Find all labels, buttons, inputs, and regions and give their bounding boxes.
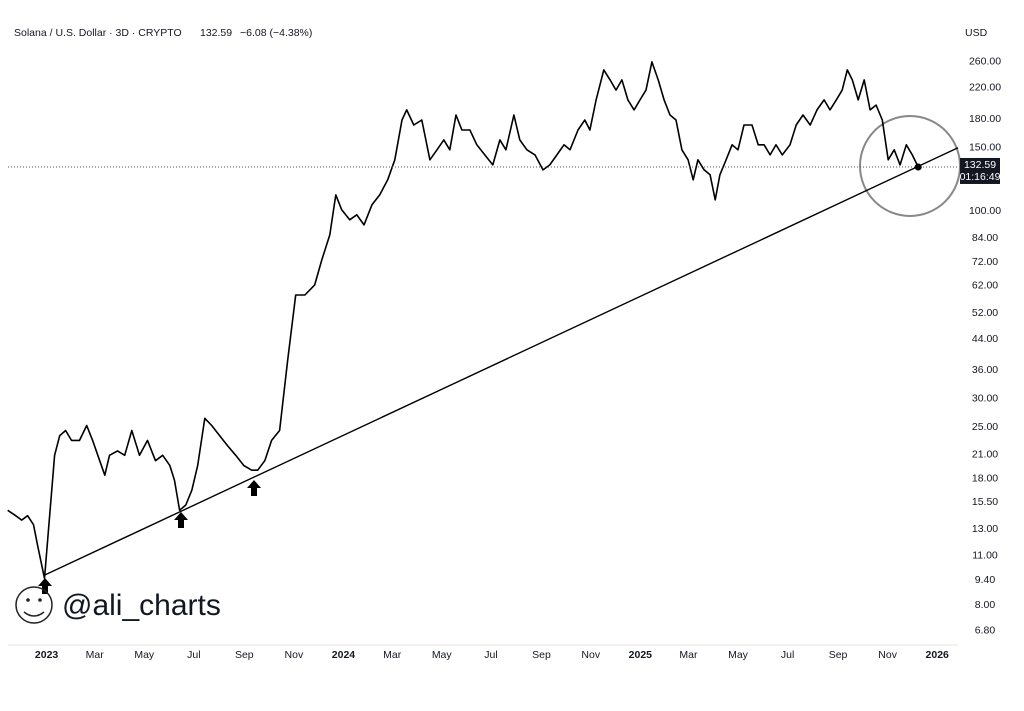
y-tick-label: 72.00 (972, 256, 998, 268)
header-change: −6.08 (−4.38%) (240, 27, 312, 39)
x-tick-label: Jul (484, 649, 497, 661)
y-tick-label: 25.00 (972, 421, 998, 433)
x-tick-label: 2024 (332, 649, 356, 661)
arrow (38, 578, 52, 594)
y-tick-label: 44.00 (972, 333, 998, 345)
x-tick-label: Sep (532, 649, 551, 661)
y-tick-label: 8.00 (975, 599, 996, 611)
x-tick-label: Jul (781, 649, 794, 661)
arrow-markers (38, 480, 261, 594)
x-tick-label: Nov (878, 649, 897, 661)
x-tick-label: Nov (581, 649, 600, 661)
y-tick-label: 180.00 (969, 113, 1001, 125)
arrow (174, 512, 188, 528)
x-tick-label: Sep (235, 649, 254, 661)
price-tag-countdown: 01:16:49 (960, 171, 1001, 183)
x-tick-label: May (728, 649, 749, 661)
y-tick-label: 11.00 (972, 549, 998, 561)
y-tick-label: 100.00 (969, 205, 1001, 217)
x-tick-label: Nov (285, 649, 304, 661)
y-tick-label: 84.00 (972, 232, 998, 244)
x-tick-label: Sep (829, 649, 848, 661)
currency-label: USD (965, 27, 988, 39)
y-tick-label: 260.00 (969, 56, 1001, 68)
header-close: 132.59 (200, 27, 232, 39)
y-tick-label: 15.50 (972, 496, 998, 508)
y-tick-label: 36.00 (972, 364, 998, 376)
y-tick-label: 9.40 (975, 574, 996, 586)
x-tick-label: Mar (679, 649, 698, 661)
logo-eye (38, 598, 42, 602)
y-tick-label: 62.00 (972, 279, 998, 291)
y-tick-label: 18.00 (972, 472, 998, 484)
y-tick-label: 220.00 (969, 82, 1001, 94)
y-tick-label: 30.00 (972, 393, 998, 405)
watermark-logo: @ali_charts (15, 586, 221, 624)
chart-title: Solana / U.S. Dollar · 3D · CRYPTO (14, 27, 182, 39)
y-tick-label: 52.00 (972, 307, 998, 319)
arrow (247, 480, 261, 496)
price-tag (960, 157, 1000, 184)
x-tick-label: Jul (187, 649, 200, 661)
y-tick-label: 150.00 (969, 142, 1001, 154)
y-tick-label: 13.00 (972, 523, 998, 535)
price-tag-value: 132.59 (964, 159, 996, 171)
trendline (44, 147, 959, 576)
x-tick-label: 2023 (35, 649, 59, 661)
x-tick-label: Mar (86, 649, 105, 661)
logo-eye (26, 598, 30, 602)
watermark-text: @ali_charts (62, 589, 221, 622)
logo-face (15, 586, 53, 624)
x-tick-label: May (134, 649, 155, 661)
x-tick-label: Mar (383, 649, 402, 661)
x-tick-label: May (432, 649, 453, 661)
y-tick-label: 21.00 (972, 448, 998, 460)
price-line (7, 61, 919, 580)
x-tick-label: 2026 (926, 649, 950, 661)
x-tick-label: 2025 (629, 649, 653, 661)
logo-smile (23, 611, 45, 617)
y-tick-label: 6.80 (975, 624, 996, 636)
